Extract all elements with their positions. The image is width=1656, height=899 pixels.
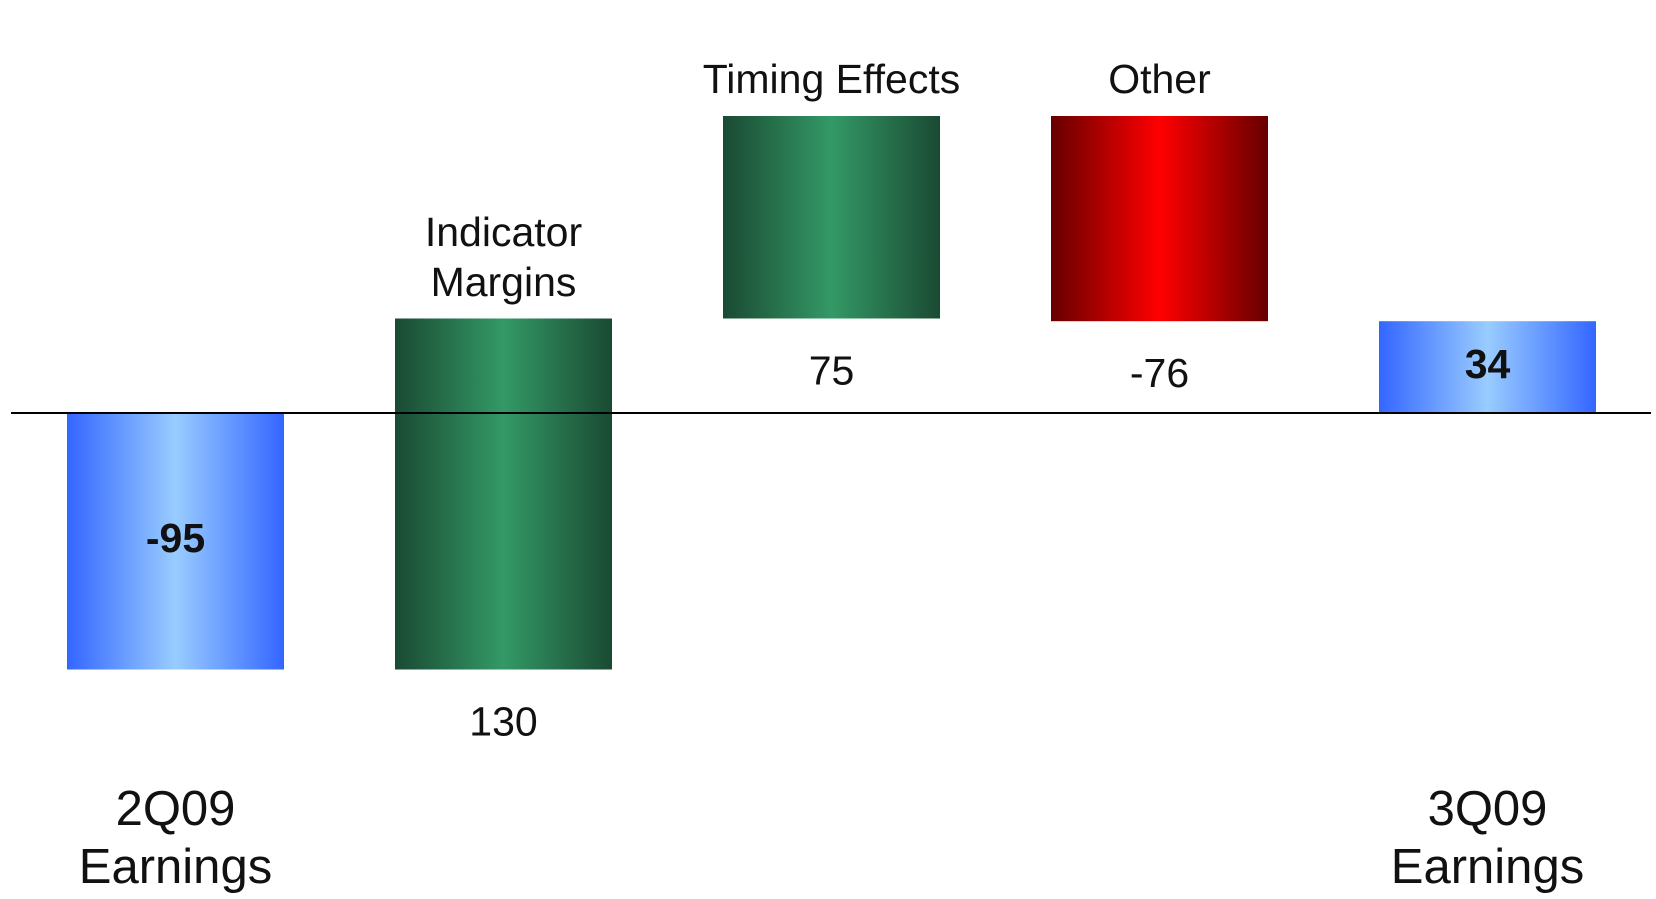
bar [723, 116, 940, 319]
value-label: 34 [1465, 341, 1511, 387]
bar [395, 318, 612, 670]
category-label: 3Q09 Earnings [1390, 782, 1585, 894]
value-label: -95 [146, 515, 205, 561]
category-label: 2Q09 Earnings [78, 782, 273, 894]
value-label: -76 [1130, 350, 1189, 396]
value-label: 75 [809, 347, 855, 393]
bar [67, 413, 284, 670]
category-label: Other [1108, 56, 1211, 102]
category-label: Timing Effects [702, 56, 961, 102]
bar [1379, 321, 1596, 413]
category-label: Indicator Margins [424, 208, 583, 305]
value-label: 130 [469, 698, 537, 744]
bar [1051, 116, 1268, 322]
